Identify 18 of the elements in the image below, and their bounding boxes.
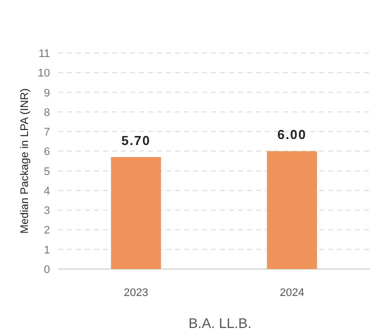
y-tick-label: 3 (44, 205, 50, 218)
y-tick-label: 5 (44, 166, 50, 178)
y-tick-label: 10 (38, 68, 50, 80)
y-tick-label: 7 (44, 126, 50, 139)
x-tick-label: 2023 (124, 287, 148, 299)
y-tick-label: 6 (44, 146, 50, 158)
y-tick-label: 0 (44, 264, 50, 276)
y-tick-label: 9 (44, 87, 50, 100)
data-label: 5.70 (121, 133, 151, 148)
y-tick-label: 11 (38, 48, 50, 60)
x-axis-title: B.A. LL.B. (188, 315, 252, 331)
y-tick-label: 1 (44, 244, 50, 256)
x-tick-label: 2024 (280, 287, 304, 299)
y-tick-label: 4 (44, 185, 50, 198)
y-axis-title: Median Package in LPA (INR) (19, 88, 31, 234)
y-tick-label: 2 (44, 224, 50, 237)
data-label: 6.00 (277, 127, 307, 142)
y-tick-label: 8 (44, 106, 50, 119)
